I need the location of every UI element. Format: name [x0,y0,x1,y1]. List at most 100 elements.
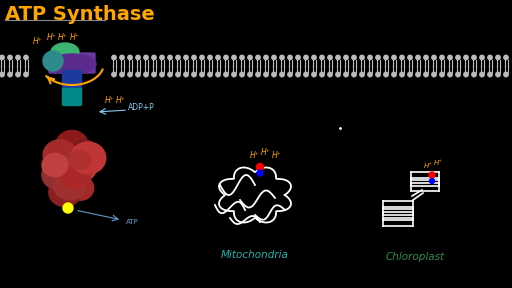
Circle shape [384,55,388,60]
Circle shape [192,55,196,60]
Circle shape [112,55,116,60]
Circle shape [432,72,436,77]
Circle shape [288,72,292,77]
Ellipse shape [49,177,81,206]
Text: H⁺: H⁺ [261,148,271,157]
Ellipse shape [56,130,88,160]
Circle shape [416,72,420,77]
Circle shape [184,72,188,77]
Text: H⁺: H⁺ [434,160,442,166]
Circle shape [232,55,236,60]
Circle shape [112,72,116,77]
Circle shape [200,72,204,77]
Circle shape [400,72,404,77]
Circle shape [136,72,140,77]
Circle shape [304,72,308,77]
Circle shape [328,55,332,60]
Ellipse shape [53,170,87,200]
Circle shape [224,72,228,77]
Circle shape [408,72,412,77]
Circle shape [176,72,180,77]
Circle shape [144,72,148,77]
Circle shape [208,55,212,60]
Circle shape [496,55,500,60]
Circle shape [184,55,188,60]
Text: H⁺: H⁺ [116,96,126,105]
Circle shape [160,72,164,77]
Circle shape [248,72,252,77]
Circle shape [176,55,180,60]
Circle shape [8,55,12,60]
Circle shape [504,72,508,77]
Circle shape [424,55,428,60]
Text: H⁺: H⁺ [250,151,260,160]
Circle shape [408,55,412,60]
Text: Chloroplast: Chloroplast [386,252,444,262]
Circle shape [429,172,435,178]
Circle shape [464,55,468,60]
Circle shape [488,55,492,60]
Ellipse shape [48,54,96,74]
Circle shape [464,72,468,77]
Circle shape [360,72,364,77]
Circle shape [352,72,356,77]
Circle shape [376,55,380,60]
Circle shape [120,55,124,60]
Circle shape [16,72,20,77]
Circle shape [368,72,372,77]
Circle shape [16,55,20,60]
Circle shape [336,55,340,60]
Circle shape [272,72,276,77]
Circle shape [368,55,372,60]
Circle shape [8,72,12,77]
Circle shape [496,72,500,77]
Circle shape [0,72,4,77]
Circle shape [352,55,356,60]
Circle shape [24,72,28,77]
Circle shape [344,72,348,77]
Circle shape [480,55,484,60]
Circle shape [430,179,435,183]
Circle shape [24,55,28,60]
Circle shape [256,72,260,77]
Circle shape [160,55,164,60]
Circle shape [504,55,508,60]
Text: H⁺: H⁺ [272,151,282,160]
Circle shape [192,72,196,77]
Text: H⁺: H⁺ [47,33,57,43]
Circle shape [384,72,388,77]
Text: ADP+P: ADP+P [128,103,155,113]
Text: ATP Synthase: ATP Synthase [5,5,155,24]
FancyBboxPatch shape [62,88,81,105]
Text: H⁺: H⁺ [70,33,80,43]
Circle shape [200,55,204,60]
Circle shape [144,55,148,60]
Circle shape [240,55,244,60]
Circle shape [136,55,140,60]
Ellipse shape [43,51,63,71]
Circle shape [232,72,236,77]
Text: H⁺: H⁺ [423,163,433,169]
Circle shape [360,55,364,60]
Circle shape [440,72,444,77]
Ellipse shape [68,155,96,181]
Circle shape [320,72,324,77]
Circle shape [472,55,476,60]
Ellipse shape [69,150,91,170]
Circle shape [256,55,260,60]
Circle shape [120,72,124,77]
Circle shape [0,55,4,60]
Circle shape [168,72,172,77]
FancyBboxPatch shape [62,71,81,92]
Circle shape [424,72,428,77]
Ellipse shape [49,168,76,192]
Ellipse shape [52,156,84,185]
Circle shape [216,55,220,60]
Circle shape [432,55,436,60]
Circle shape [440,55,444,60]
Circle shape [488,72,492,77]
Text: H⁺: H⁺ [105,96,115,105]
Circle shape [264,72,268,77]
Circle shape [336,72,340,77]
FancyBboxPatch shape [49,53,95,73]
